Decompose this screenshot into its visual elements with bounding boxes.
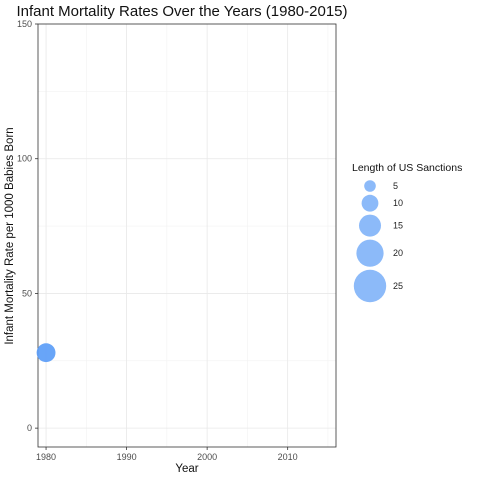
legend-label: 25 — [393, 281, 403, 291]
x-axis-title: Year — [175, 463, 198, 475]
x-tick-label: 1980 — [36, 452, 56, 462]
x-tick-label: 2010 — [278, 452, 298, 462]
legend-key — [364, 180, 376, 192]
legend: Length of US Sanctions 5 10 15 20 25 — [352, 162, 462, 303]
grid — [38, 23, 336, 447]
legend-key — [356, 239, 384, 267]
legend-title: Length of US Sanctions — [352, 162, 462, 174]
y-tick-label: 100 — [17, 154, 32, 164]
x-tick-label: 1990 — [117, 452, 137, 462]
legend-key — [361, 194, 379, 212]
data-points — [36, 343, 56, 363]
legend-label: 15 — [393, 221, 403, 231]
y-axis-title: Infant Mortality Rate per 1000 Babies Bo… — [4, 127, 16, 344]
x-tick-label: 2000 — [197, 452, 217, 462]
data-point — [36, 343, 56, 363]
axes: 1980 1990 2000 2010 0 50 100 150 — [17, 19, 298, 462]
y-tick-label: 50 — [22, 288, 32, 298]
chart-title: Infant Mortality Rates Over the Years (1… — [16, 3, 347, 20]
legend-label: 20 — [393, 248, 403, 258]
legend-label: 5 — [393, 181, 398, 191]
legend-key — [353, 269, 387, 303]
legend-key — [359, 214, 381, 237]
legend-label: 10 — [393, 198, 403, 208]
y-tick-label: 0 — [27, 423, 32, 433]
y-tick-label: 150 — [17, 19, 32, 29]
plot-panel-border — [37, 23, 337, 448]
